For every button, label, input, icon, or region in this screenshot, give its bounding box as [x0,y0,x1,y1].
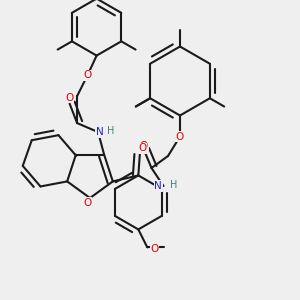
Text: O: O [151,244,159,254]
Text: O: O [140,140,148,151]
Text: H: H [170,179,178,190]
Text: O: O [176,131,184,142]
Text: O: O [65,93,74,103]
Text: N: N [96,127,104,137]
Text: O: O [83,70,92,80]
Text: O: O [139,143,147,153]
Text: H: H [106,126,114,136]
Text: N: N [154,181,162,191]
Text: O: O [83,197,91,208]
